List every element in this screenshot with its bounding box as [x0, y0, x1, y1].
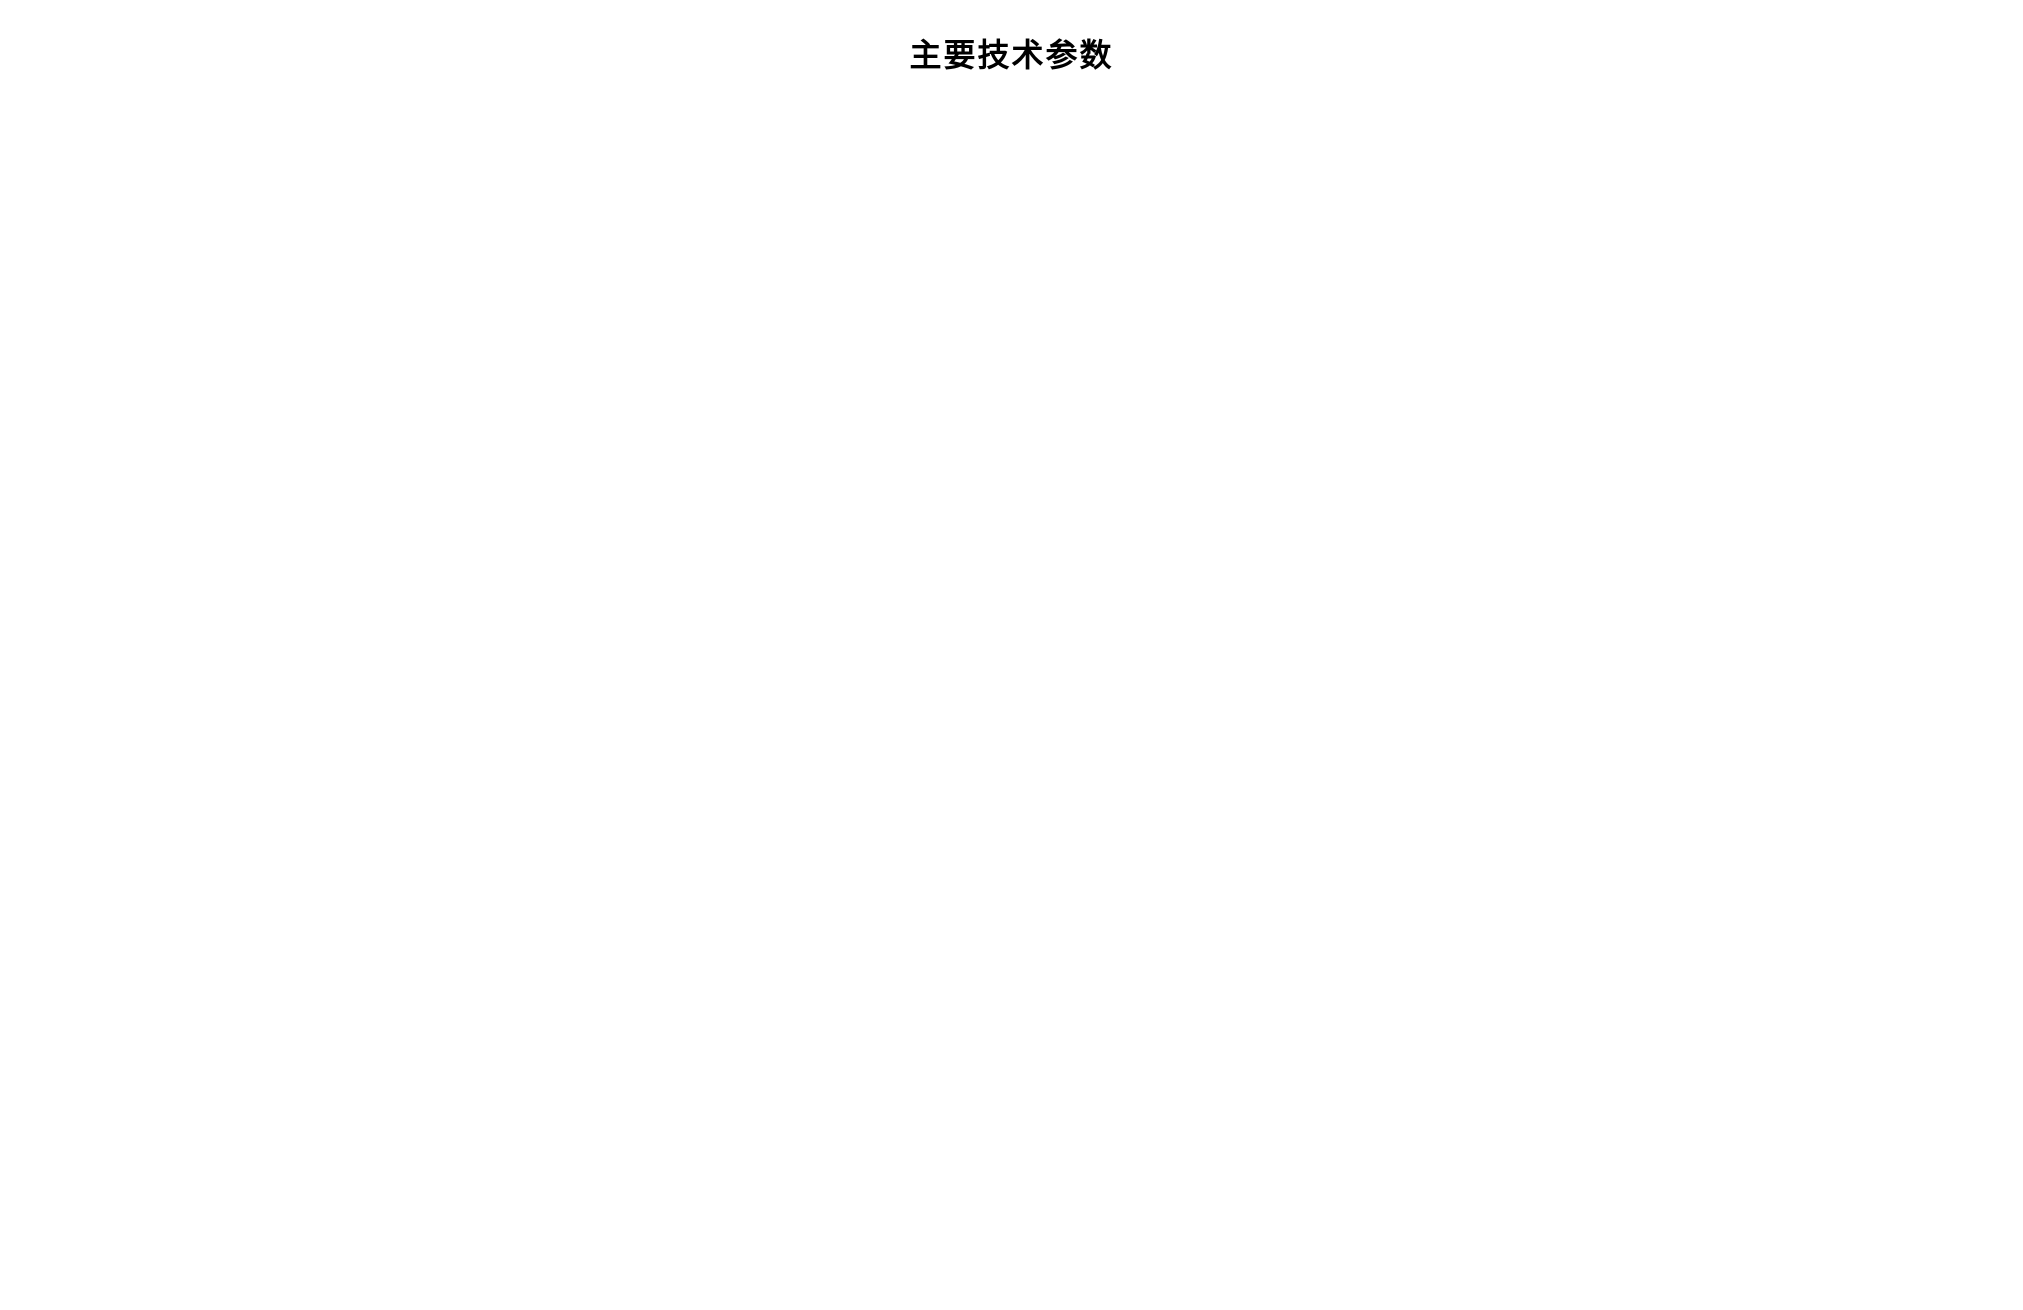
page-title: 主要技术参数	[32, 30, 1992, 76]
